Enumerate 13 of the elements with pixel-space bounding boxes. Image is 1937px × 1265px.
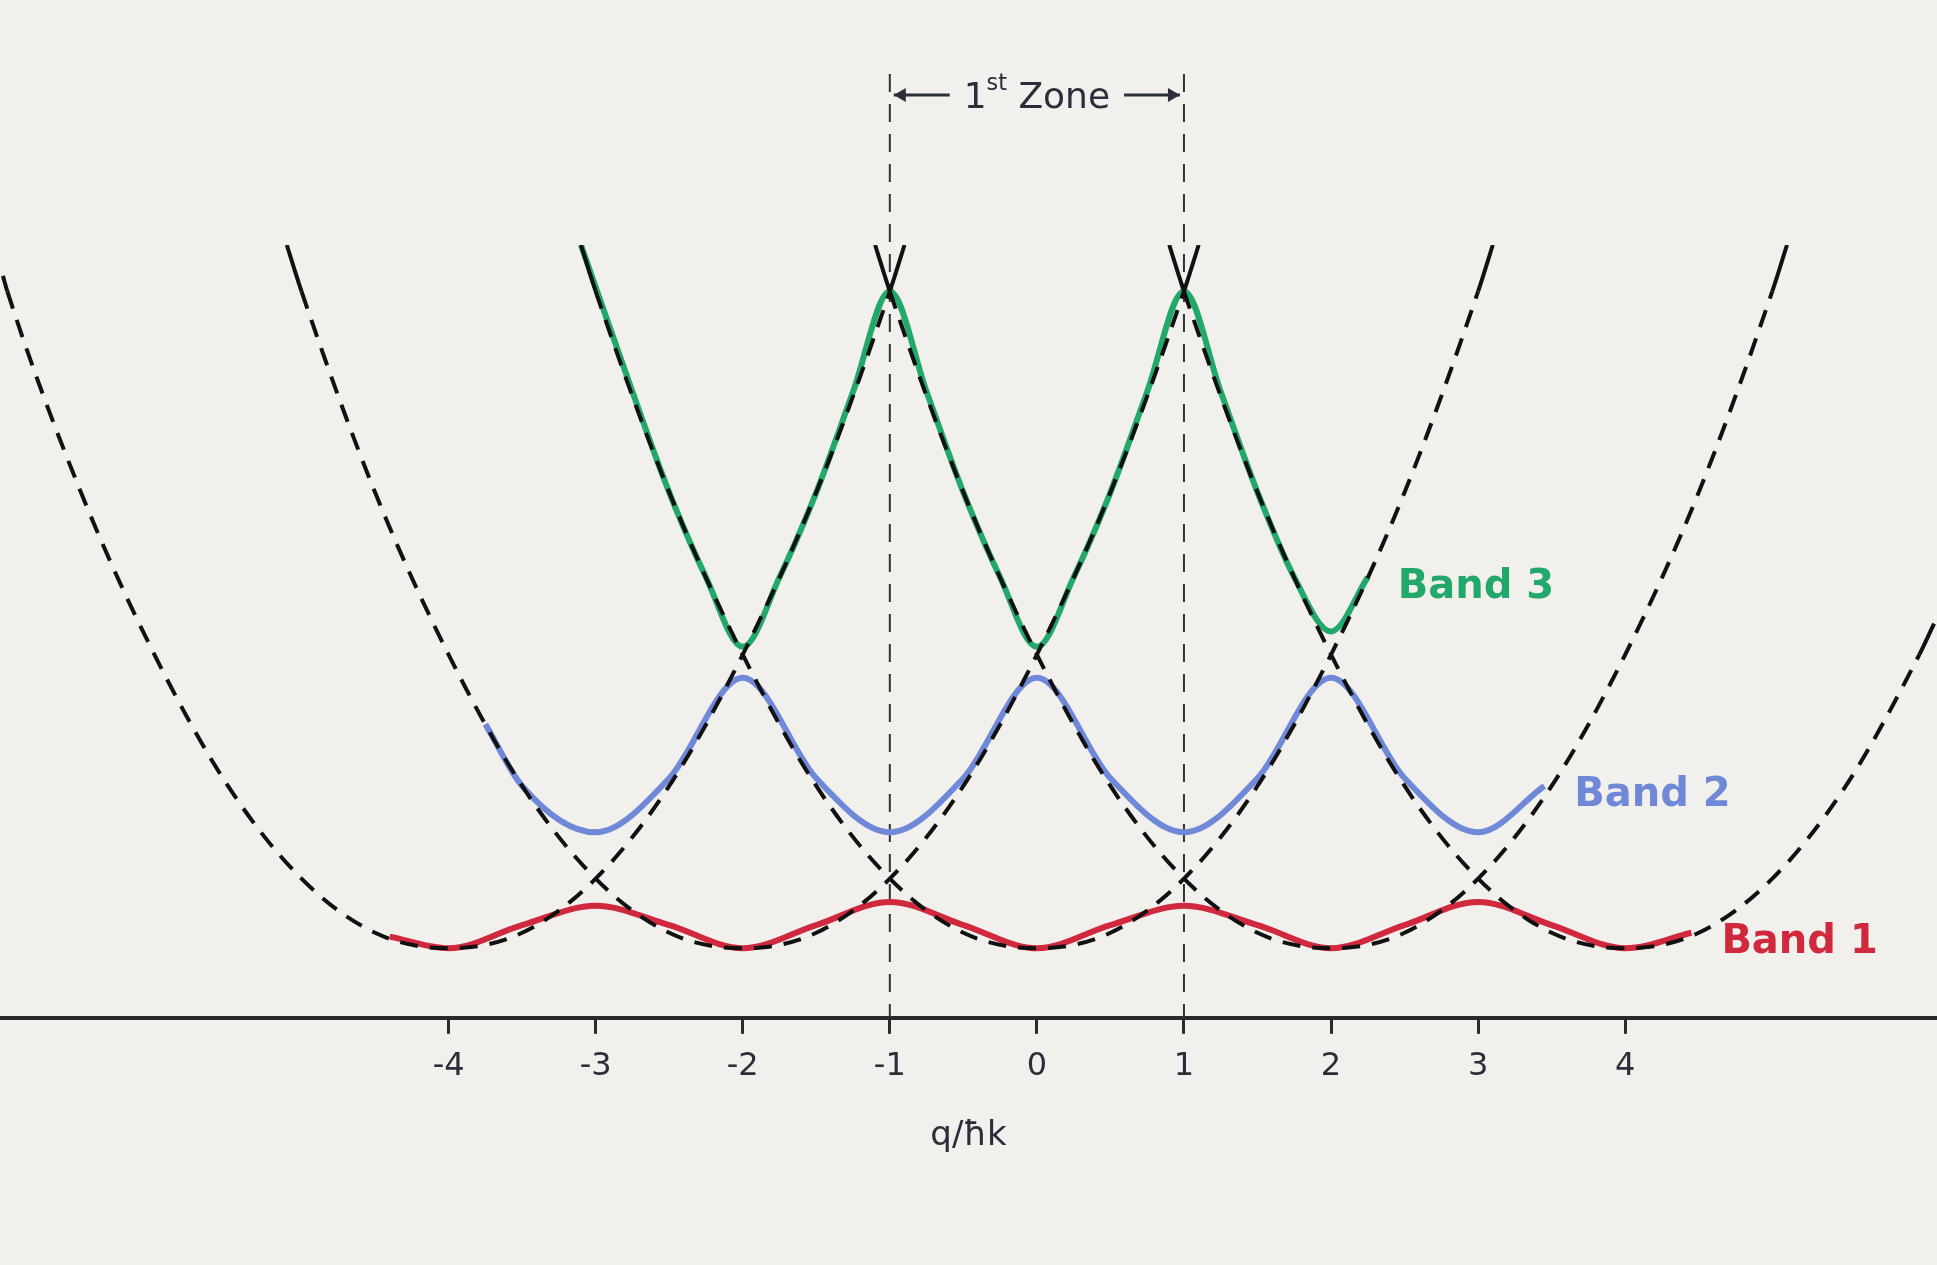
x-tick-label: 3 — [1467, 1045, 1489, 1084]
x-tick-label: -1 — [873, 1045, 906, 1084]
x-tick-label: 0 — [1026, 1045, 1048, 1084]
x-tick-label: 1 — [1173, 1045, 1195, 1084]
x-tick-label: 2 — [1320, 1045, 1342, 1084]
x-axis-title: q/ħk — [930, 1113, 1007, 1154]
x-tick-label: 4 — [1615, 1045, 1636, 1084]
x-tick-label: -3 — [579, 1045, 612, 1084]
series-label: Band 3 — [1397, 560, 1555, 607]
x-tick-label: -2 — [726, 1045, 759, 1084]
series-label: Band 1 — [1721, 916, 1878, 963]
series-label: Band 2 — [1574, 769, 1731, 816]
x-tick-label: -4 — [432, 1045, 465, 1084]
